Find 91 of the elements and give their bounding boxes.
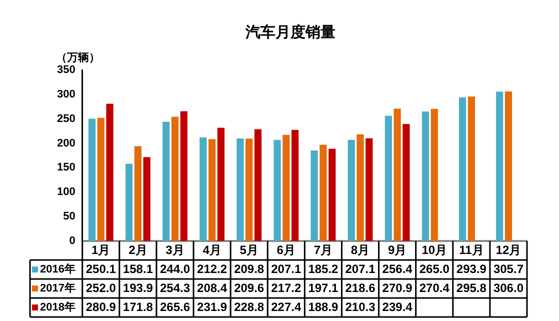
y-tick-label: 100 bbox=[56, 186, 76, 198]
bar bbox=[254, 129, 262, 241]
data-label: 171.8 bbox=[122, 300, 154, 314]
data-label: 209.8 bbox=[234, 262, 264, 276]
bar bbox=[430, 108, 438, 241]
y-axis-title: （万辆） bbox=[56, 51, 100, 64]
x-tick-label: 9月 bbox=[388, 242, 407, 257]
x-tick-label: 4月 bbox=[202, 242, 222, 257]
data-label: 293.9 bbox=[456, 262, 487, 276]
bar bbox=[217, 128, 224, 241]
bar bbox=[320, 144, 327, 241]
data-label: 217.2 bbox=[271, 280, 302, 295]
bar bbox=[200, 137, 207, 241]
data-label: 212.2 bbox=[197, 262, 228, 276]
y-tick-label: 50 bbox=[63, 210, 76, 223]
x-tick-label: 10月 bbox=[422, 242, 448, 257]
bar bbox=[328, 148, 336, 241]
data-label: 209.6 bbox=[234, 280, 264, 295]
bar bbox=[208, 139, 216, 241]
bar bbox=[356, 134, 364, 241]
legend-label: 2017年 bbox=[40, 282, 76, 295]
data-label: 231.9 bbox=[197, 300, 228, 314]
bar bbox=[504, 91, 512, 241]
data-label: 197.1 bbox=[308, 280, 339, 295]
x-tick-label: 11月 bbox=[459, 242, 484, 257]
x-tick-label: 1月 bbox=[92, 242, 110, 257]
bar bbox=[402, 124, 410, 241]
data-label: 270.4 bbox=[419, 280, 450, 295]
data-label: 227.4 bbox=[271, 300, 302, 314]
data-label: 218.6 bbox=[345, 280, 376, 295]
bar bbox=[134, 146, 142, 241]
x-tick-label: 6月 bbox=[276, 242, 296, 257]
data-label: 193.9 bbox=[122, 280, 154, 295]
chart-title: 汽车月度销量 bbox=[244, 23, 336, 42]
data-label: 254.3 bbox=[160, 280, 190, 295]
y-tick-label: 200 bbox=[56, 137, 76, 150]
bar bbox=[274, 140, 281, 241]
bar bbox=[236, 138, 244, 241]
data-label: 306.0 bbox=[493, 280, 524, 295]
y-tick-label: 0 bbox=[69, 235, 76, 248]
data-label: 207.1 bbox=[345, 262, 376, 276]
data-label: 208.4 bbox=[197, 280, 228, 295]
data-label: 244.0 bbox=[160, 262, 190, 276]
data-label: 280.9 bbox=[86, 300, 116, 314]
bar bbox=[125, 164, 133, 241]
y-tick-label: 250 bbox=[56, 112, 76, 125]
bar bbox=[88, 118, 96, 241]
data-label: 188.9 bbox=[308, 300, 339, 314]
legend-label: 2018年 bbox=[40, 300, 76, 314]
y-tick-label: 350 bbox=[56, 64, 76, 76]
bar bbox=[143, 157, 150, 241]
bar bbox=[468, 96, 475, 241]
x-tick-label: 7月 bbox=[314, 242, 333, 257]
data-label: 295.8 bbox=[456, 280, 487, 295]
data-label: 270.9 bbox=[382, 280, 413, 295]
bar bbox=[458, 97, 466, 241]
data-label: 158.1 bbox=[122, 262, 154, 276]
x-tick-label: 5月 bbox=[240, 242, 258, 257]
data-label: 250.1 bbox=[86, 262, 116, 276]
bar bbox=[366, 138, 373, 241]
data-label: 265.6 bbox=[160, 300, 190, 314]
data-label: 252.0 bbox=[86, 280, 116, 295]
bar bbox=[496, 92, 504, 241]
bar bbox=[246, 138, 253, 241]
bar bbox=[162, 122, 170, 241]
y-tick-label: 150 bbox=[56, 162, 76, 174]
data-label: 265.0 bbox=[419, 262, 450, 276]
bar bbox=[310, 150, 318, 241]
bar bbox=[384, 116, 392, 241]
bar bbox=[282, 134, 290, 241]
data-label: 185.2 bbox=[308, 262, 339, 276]
data-label: 256.4 bbox=[382, 262, 413, 276]
x-tick-label: 3月 bbox=[166, 242, 184, 257]
x-tick-label: 2月 bbox=[128, 242, 148, 257]
x-tick-label: 12月 bbox=[496, 242, 522, 257]
data-label: 210.3 bbox=[345, 300, 376, 314]
bar bbox=[171, 116, 179, 241]
bar bbox=[180, 111, 188, 241]
bar bbox=[106, 104, 114, 241]
data-label: 228.8 bbox=[234, 300, 264, 314]
legend-label: 2016年 bbox=[40, 262, 76, 276]
bar bbox=[422, 112, 430, 241]
bar bbox=[348, 140, 355, 241]
bar bbox=[97, 118, 104, 241]
data-label: 207.1 bbox=[271, 262, 302, 276]
bar bbox=[291, 130, 299, 241]
data-label: 305.7 bbox=[493, 262, 524, 276]
data-label: 239.4 bbox=[382, 300, 413, 314]
bar bbox=[394, 108, 401, 241]
x-tick-label: 8月 bbox=[350, 242, 370, 257]
y-tick-label: 300 bbox=[56, 88, 76, 100]
